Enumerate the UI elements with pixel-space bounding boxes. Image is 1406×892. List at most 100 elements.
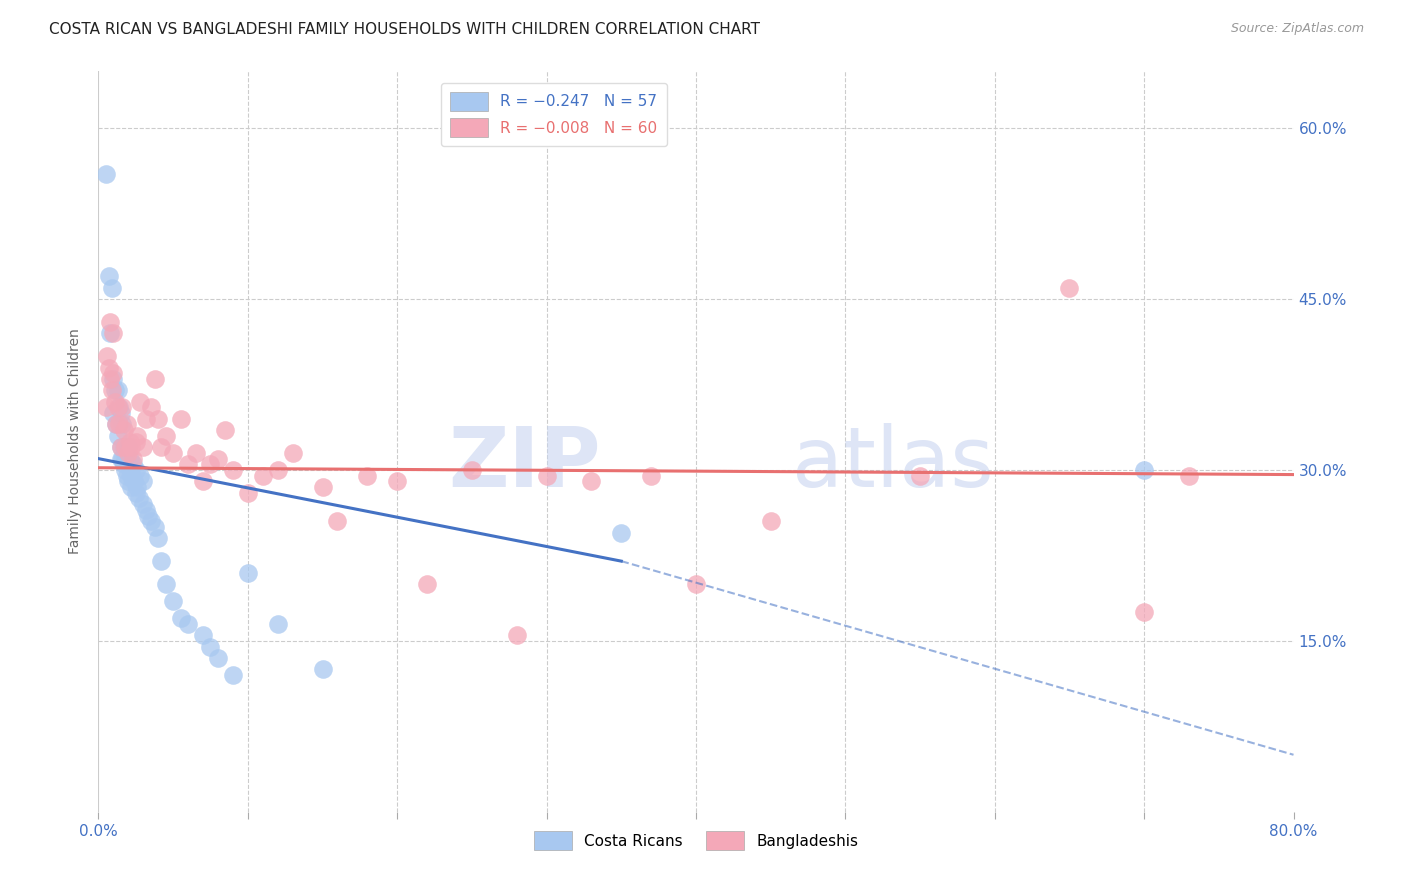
Point: [214, 423, 236, 437]
Point: [121, 451, 143, 466]
Point: [461, 463, 484, 477]
Point: [1133, 606, 1156, 620]
Point: [200, 458, 222, 472]
Point: [132, 497, 155, 511]
Point: [177, 458, 200, 472]
Point: [148, 411, 170, 425]
Point: [1178, 468, 1201, 483]
Point: [132, 440, 155, 454]
Point: [129, 468, 152, 483]
Point: [169, 411, 191, 425]
Point: [121, 458, 143, 472]
Point: [117, 440, 139, 454]
Point: [105, 417, 128, 432]
Point: [685, 577, 707, 591]
Point: [150, 440, 173, 454]
Point: [98, 372, 122, 386]
Point: [222, 463, 245, 477]
Text: Source: ZipAtlas.com: Source: ZipAtlas.com: [1230, 22, 1364, 36]
Text: atlas: atlas: [792, 423, 993, 504]
Point: [111, 451, 134, 466]
Point: [207, 651, 229, 665]
Point: [114, 440, 136, 454]
Point: [114, 451, 136, 466]
Point: [127, 480, 149, 494]
Point: [267, 463, 290, 477]
Point: [184, 446, 207, 460]
Point: [94, 401, 117, 415]
Point: [101, 281, 124, 295]
Y-axis label: Family Households with Children: Family Households with Children: [69, 328, 83, 555]
Text: ZIP: ZIP: [449, 423, 600, 504]
Point: [104, 394, 127, 409]
Point: [356, 468, 378, 483]
Point: [506, 628, 529, 642]
Point: [135, 503, 157, 517]
Point: [326, 514, 349, 528]
Point: [103, 326, 125, 341]
Point: [101, 384, 124, 398]
Point: [111, 417, 134, 432]
Point: [117, 458, 139, 472]
Point: [120, 463, 142, 477]
Point: [112, 440, 135, 454]
Point: [120, 440, 142, 454]
Point: [311, 480, 333, 494]
Point: [155, 429, 177, 443]
Point: [108, 401, 131, 415]
Point: [207, 451, 229, 466]
Point: [150, 554, 173, 568]
Point: [110, 451, 132, 466]
Point: [120, 480, 142, 494]
Point: [112, 458, 135, 472]
Point: [139, 401, 162, 415]
Point: [103, 366, 125, 380]
Point: [110, 406, 132, 420]
Point: [385, 475, 409, 489]
Point: [108, 417, 131, 432]
Text: COSTA RICAN VS BANGLADESHI FAMILY HOUSEHOLDS WITH CHILDREN CORRELATION CHART: COSTA RICAN VS BANGLADESHI FAMILY HOUSEH…: [49, 22, 761, 37]
Point: [236, 566, 259, 580]
Point: [125, 463, 148, 477]
Point: [115, 468, 138, 483]
Point: [129, 394, 152, 409]
Point: [236, 485, 259, 500]
Point: [135, 411, 157, 425]
Point: [117, 446, 139, 460]
Point: [177, 616, 200, 631]
Point: [169, 611, 191, 625]
Point: [94, 167, 117, 181]
Point: [105, 417, 128, 432]
Point: [640, 468, 662, 483]
Point: [112, 423, 135, 437]
Point: [107, 384, 129, 398]
Point: [281, 446, 304, 460]
Point: [222, 668, 245, 682]
Point: [191, 628, 214, 642]
Point: [118, 451, 141, 466]
Point: [132, 475, 155, 489]
Point: [118, 434, 141, 449]
Legend: Costa Ricans, Bangladeshis: Costa Ricans, Bangladeshis: [527, 825, 865, 856]
Point: [120, 468, 142, 483]
Point: [610, 525, 633, 540]
Point: [148, 532, 170, 546]
Point: [97, 269, 120, 284]
Point: [416, 577, 439, 591]
Point: [162, 594, 184, 608]
Point: [136, 508, 159, 523]
Point: [125, 485, 148, 500]
Point: [191, 475, 214, 489]
Point: [97, 360, 120, 375]
Point: [117, 475, 139, 489]
Point: [104, 384, 127, 398]
Point: [267, 616, 290, 631]
Point: [143, 520, 166, 534]
Point: [111, 401, 134, 415]
Point: [124, 475, 146, 489]
Point: [127, 429, 149, 443]
Point: [139, 514, 162, 528]
Point: [103, 406, 125, 420]
Point: [110, 440, 132, 454]
Point: [311, 662, 333, 676]
